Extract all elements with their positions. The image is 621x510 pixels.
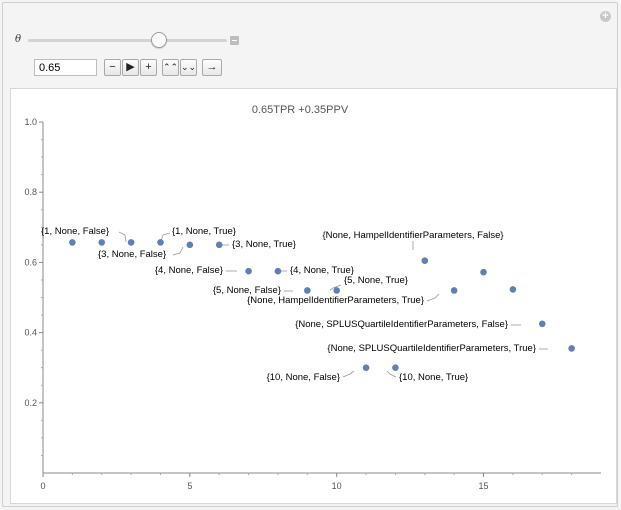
label-leader-line: [426, 293, 440, 302]
scatter-chart: 0.65TPR +0.35PPV 0 5 10 15 0.2 0.4 0.6 0.8 1.0 {…: [24, 104, 601, 491]
x-tick-label: 0: [40, 481, 45, 491]
data-point: [157, 239, 164, 246]
point-label: {10, None, False}: [267, 372, 340, 383]
x-tick-label: 15: [479, 481, 489, 491]
y-tick-label: 0.4: [24, 328, 37, 338]
add-icon[interactable]: +: [600, 11, 611, 22]
data-point: [450, 287, 458, 294]
point-label: {None, SPLUSQuartileIdentifierParameters…: [295, 319, 508, 330]
point-label: {None, HampelIdentifierParameters, False…: [322, 230, 503, 241]
data-point: [127, 239, 135, 246]
data-point: [509, 286, 517, 293]
point-label: {5, None, False}: [213, 285, 281, 296]
data-point: [568, 345, 575, 352]
plot-panel: 0.65TPR +0.35PPV 0 5 10 15 0.2 0.4 0.6 0.8 1.0 {…: [10, 88, 617, 504]
slider-label: θ: [15, 34, 22, 45]
theta-value-input[interactable]: [34, 59, 97, 76]
y-tick-label: 0.2: [24, 398, 37, 408]
decrement-button[interactable]: −: [104, 59, 121, 76]
point-label: {4, None, True}: [290, 265, 354, 276]
label-leader-line: [342, 370, 355, 378]
label-leader-line: [329, 284, 342, 291]
y-tick-label: 1.0: [24, 117, 37, 127]
increment-button[interactable]: +: [140, 59, 157, 76]
y-tick-label: 0.8: [24, 187, 37, 197]
direction-button[interactable]: →: [202, 59, 222, 76]
play-button[interactable]: ▶: [122, 59, 139, 76]
point-label: {5, None, True}: [344, 275, 408, 286]
data-point: [274, 267, 282, 275]
faster-button[interactable]: ⌃⌃: [162, 59, 179, 76]
data-point: [215, 241, 223, 249]
data-point: [538, 320, 546, 328]
label-leader-line: [386, 370, 397, 378]
point-label: {1, None, True}: [172, 226, 236, 237]
point-label: {3, None, False}: [98, 249, 166, 260]
data-point: [480, 268, 487, 276]
data-point: [186, 241, 194, 249]
data-point: [245, 267, 252, 275]
data-point: [392, 364, 399, 372]
x-tick-label: 10: [332, 481, 342, 491]
data-point: [98, 239, 106, 246]
theta-slider-track[interactable]: [28, 39, 227, 42]
point-label: {None, HampelIdentifierParameters, True}: [247, 295, 424, 306]
point-label: {3, None, True}: [232, 239, 296, 250]
data-point: [362, 364, 370, 372]
y-tick-label: 0.6: [24, 257, 37, 267]
point-label: {10, None, True}: [399, 372, 468, 383]
theta-slider-thumb[interactable]: [151, 32, 168, 48]
label-leader-line: [172, 246, 184, 256]
data-point: [421, 257, 429, 264]
x-tick-label: 5: [187, 481, 192, 491]
data-point: [304, 287, 311, 294]
slower-button[interactable]: ⌄⌄: [180, 59, 197, 76]
point-label: {4, None, False}: [155, 265, 223, 276]
expand-controls-icon[interactable]: [230, 36, 239, 45]
label-leader-line: [118, 231, 127, 243]
data-point: [333, 287, 340, 294]
point-label: {1, None, False}: [41, 226, 109, 237]
chart-title: 0.65TPR +0.35PPV: [252, 104, 349, 116]
label-leader-line: [160, 232, 171, 242]
point-label: {None, SPLUSQuartileIdentifierParameters…: [327, 343, 536, 354]
data-point: [69, 239, 76, 246]
